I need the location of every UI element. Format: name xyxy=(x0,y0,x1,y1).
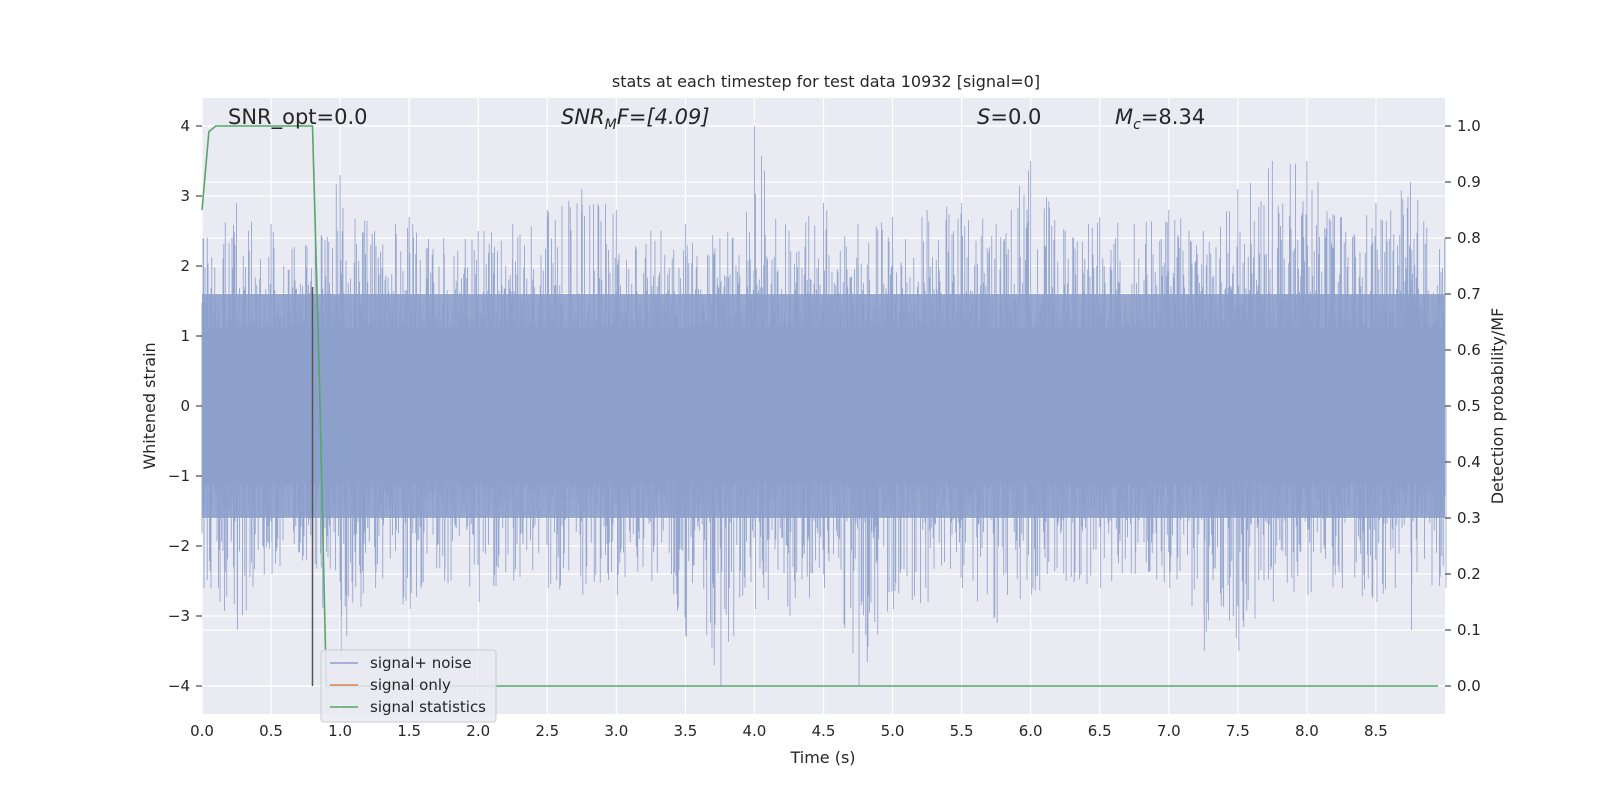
strain-series xyxy=(201,126,1447,686)
y-tick-label-right-1: 0.1 xyxy=(1457,621,1481,639)
y-tick-label-left-5: 1 xyxy=(180,327,190,345)
y-tick-label-left-0: −4 xyxy=(168,677,190,695)
y-tick-label-left-8: 4 xyxy=(180,117,190,135)
x-tick-label-14: 7.0 xyxy=(1157,722,1181,740)
annotation-mc-rest: =8.34 xyxy=(1141,105,1205,129)
x-axis-label: Time (s) xyxy=(789,748,855,767)
x-tick-label-1: 0.5 xyxy=(259,722,283,740)
y-tick-label-right-10: 1.0 xyxy=(1457,117,1481,135)
x-axis-ticks: 0.0 0.5 1.0 1.5 2.0 2.5 3.0 3.5 4.0 4.5 5.0 5.5 6.0 6… xyxy=(190,722,1388,740)
x-tick-label-9: 4.5 xyxy=(812,722,836,740)
y-tick-label-right-7: 0.7 xyxy=(1457,285,1481,303)
legend-label-signal-only: signal only xyxy=(370,676,451,694)
y-axis-left-ticks: −4 −3 −2 −1 0 1 2 3 4 xyxy=(168,117,202,695)
y-tick-label-right-8: 0.8 xyxy=(1457,229,1481,247)
y-tick-label-left-1: −3 xyxy=(168,607,190,625)
x-tick-label-10: 5.0 xyxy=(881,722,905,740)
x-tick-label-4: 2.0 xyxy=(466,722,490,740)
legend-box xyxy=(320,649,497,723)
legend-label-signal-statistics: signal statistics xyxy=(370,698,486,716)
x-tick-label-11: 5.5 xyxy=(950,722,974,740)
annotation-s-main: S xyxy=(977,105,990,129)
annotation-mc-main: M xyxy=(1115,105,1133,129)
x-tick-label-5: 2.5 xyxy=(535,722,559,740)
x-tick-label-7: 3.5 xyxy=(673,722,697,740)
strain-series-line xyxy=(201,126,1447,686)
x-tick-label-3: 1.5 xyxy=(397,722,421,740)
annotation-snr-mf-rest: F=[4.09] xyxy=(617,105,710,129)
y-tick-label-right-0: 0.0 xyxy=(1457,677,1481,695)
legend-label-signal-noise: signal+ noise xyxy=(370,654,472,672)
y-tick-label-left-3: −1 xyxy=(168,467,190,485)
annotation-mc: Mc=8.34 xyxy=(1115,105,1205,133)
annotation-snr-opt: SNR_opt=0.0 xyxy=(228,105,368,130)
y-axis-right-ticks: 0.0 0.1 0.2 0.3 0.4 0.5 0.6 0.7 0.8 0.9 1.0 xyxy=(1445,117,1481,695)
annotation-snr-mf-sub: M xyxy=(605,117,617,133)
y-tick-label-right-2: 0.2 xyxy=(1457,565,1481,583)
x-tick-label-16: 8.0 xyxy=(1295,722,1319,740)
annotation-snr-mf: SNRMF=[4.09] xyxy=(561,105,710,133)
x-tick-label-15: 7.5 xyxy=(1226,722,1250,740)
x-tick-label-8: 4.0 xyxy=(743,722,767,740)
x-tick-label-2: 1.0 xyxy=(328,722,352,740)
annotation-snr-mf-main: SNR xyxy=(561,105,605,129)
y-tick-label-left-4: 0 xyxy=(180,397,190,415)
signal-statistics-line xyxy=(201,125,1439,687)
y-axis-right-label: Detection probability/MF xyxy=(1488,308,1507,505)
x-tick-label-12: 6.0 xyxy=(1019,722,1043,740)
annotation-mc-sub: c xyxy=(1133,117,1141,133)
statistics-series xyxy=(201,125,1439,687)
x-tick-label-0: 0.0 xyxy=(190,722,214,740)
y-tick-label-left-7: 3 xyxy=(180,187,190,205)
x-tick-label-6: 3.0 xyxy=(604,722,628,740)
y-tick-label-right-4: 0.4 xyxy=(1457,453,1481,471)
y-tick-label-right-9: 0.9 xyxy=(1457,173,1481,191)
y-tick-label-left-2: −2 xyxy=(168,537,190,555)
annotation-s: S=0.0 xyxy=(977,105,1041,129)
y-axis-left-label: Whitened strain xyxy=(140,342,159,469)
annotation-s-rest: =0.0 xyxy=(990,105,1041,129)
y-tick-label-right-5: 0.5 xyxy=(1457,397,1481,415)
x-tick-label-13: 6.5 xyxy=(1088,722,1112,740)
y-tick-label-left-6: 2 xyxy=(180,257,190,275)
chart-title: stats at each timestep for test data 109… xyxy=(612,72,1040,91)
y-tick-label-right-6: 0.6 xyxy=(1457,341,1481,359)
x-tick-label-17: 8.5 xyxy=(1364,722,1388,740)
y-tick-label-right-3: 0.3 xyxy=(1457,509,1481,527)
legend: signal+ noise signal only signal statist… xyxy=(320,649,497,723)
